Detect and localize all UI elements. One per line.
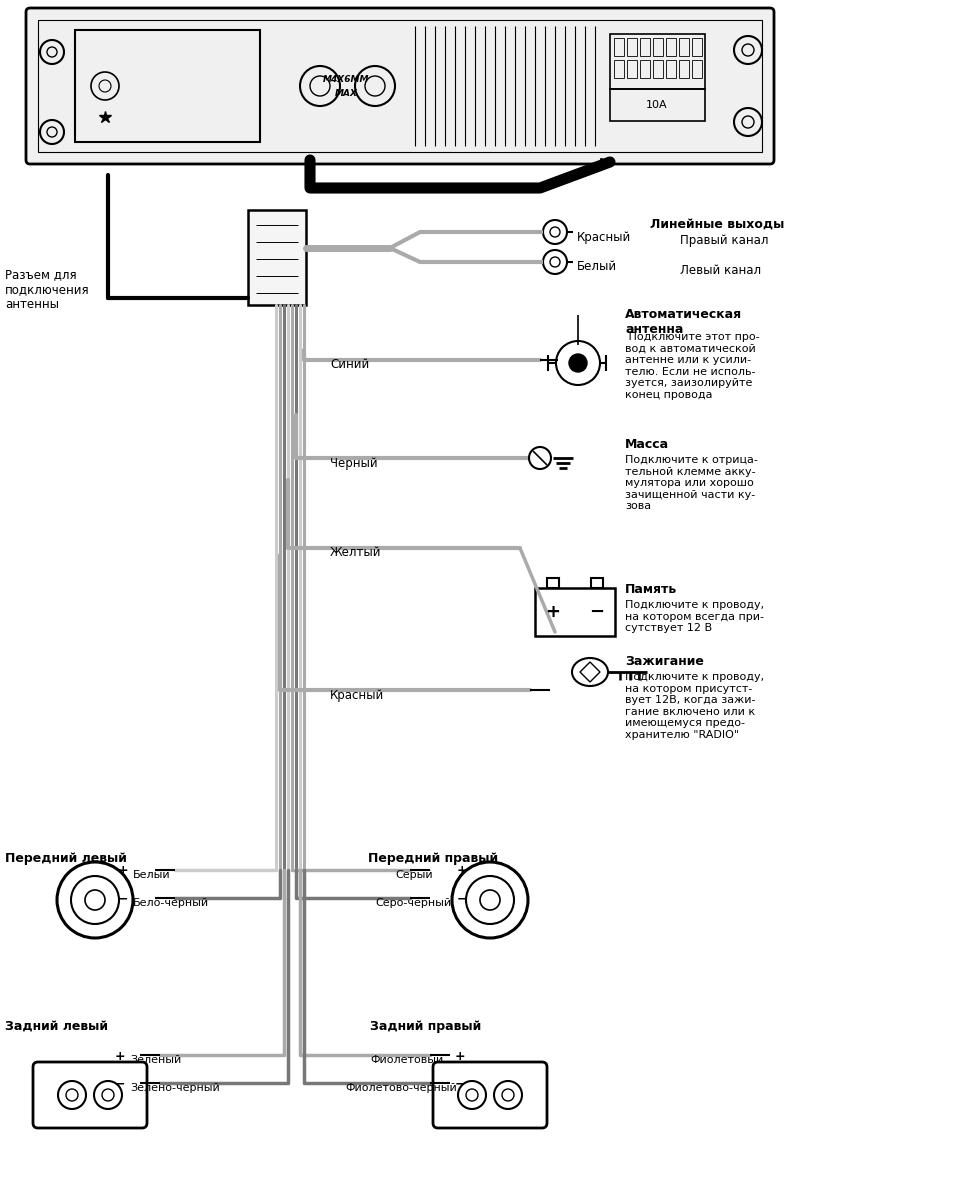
Bar: [666, 60, 676, 78]
Bar: [75, 30, 260, 142]
Text: −: −: [115, 1077, 125, 1090]
Bar: [640, 38, 650, 56]
Bar: [38, 20, 762, 151]
Text: −: −: [455, 1077, 466, 1090]
Text: Желтый: Желтый: [330, 547, 382, 559]
Text: Память: Память: [625, 583, 678, 596]
Bar: [679, 60, 689, 78]
Bar: [610, 89, 705, 121]
Bar: [614, 60, 624, 78]
Text: −: −: [589, 603, 604, 621]
Text: −: −: [457, 893, 468, 905]
Text: Передний левый: Передний левый: [5, 852, 127, 865]
Bar: [653, 60, 663, 78]
Text: +: +: [118, 864, 128, 877]
Text: Черный: Черный: [330, 457, 378, 470]
Text: Белый: Белый: [577, 261, 617, 274]
Circle shape: [569, 355, 587, 371]
Text: Подключите к отрица-
тельной клемме акку-
мулятора или хорошо
зачищенной части к: Подключите к отрица- тельной клемме акку…: [625, 456, 758, 511]
Text: Разъем для
подключения
антенны: Разъем для подключения антенны: [5, 268, 90, 311]
Bar: [248, 210, 306, 305]
Text: Серый: Серый: [395, 870, 433, 880]
Text: Красный: Красный: [330, 689, 385, 702]
Text: Подключите к проводу,
на котором всегда при-
сутствует 12 В: Подключите к проводу, на котором всегда …: [625, 600, 764, 633]
Text: Правый канал: Правый канал: [680, 234, 768, 246]
Text: Фиолетово-черный: Фиолетово-черный: [345, 1083, 457, 1093]
Text: Зеленый: Зеленый: [130, 1055, 181, 1065]
Text: Синий: Синий: [330, 358, 369, 371]
Bar: [610, 34, 705, 89]
Bar: [692, 38, 702, 56]
Text: Бело-черный: Бело-черный: [133, 898, 209, 908]
Text: Белый: Белый: [133, 870, 171, 880]
Bar: [591, 578, 603, 588]
Text: Зелено-черный: Зелено-черный: [130, 1083, 220, 1093]
Text: Подключите этот про-
вод к автоматической
антенне или к усили-
телю. Если не исп: Подключите этот про- вод к автоматическо…: [625, 332, 760, 400]
Text: Задний правый: Задний правый: [370, 1020, 481, 1033]
Text: Левый канал: Левый канал: [680, 264, 762, 276]
Bar: [547, 578, 559, 588]
Bar: [666, 38, 676, 56]
Text: Масса: Масса: [625, 438, 669, 451]
Bar: [640, 60, 650, 78]
Bar: [692, 60, 702, 78]
Text: Линейные выходы: Линейные выходы: [650, 218, 785, 231]
Text: Задний левый: Задний левый: [5, 1020, 108, 1033]
Text: +: +: [455, 1049, 466, 1063]
Bar: [627, 60, 637, 78]
Text: Зажигание: Зажигание: [625, 655, 704, 668]
Text: Красный: Красный: [577, 231, 631, 244]
Bar: [614, 38, 624, 56]
FancyBboxPatch shape: [26, 8, 774, 163]
Text: M4X6MM: M4X6MM: [323, 76, 369, 84]
Text: MAX: MAX: [335, 89, 358, 99]
Text: Серо-черный: Серо-черный: [375, 898, 451, 908]
Text: Передний правый: Передний правый: [368, 852, 498, 865]
Bar: [679, 38, 689, 56]
Bar: [627, 38, 637, 56]
Text: +: +: [115, 1049, 125, 1063]
Text: 10A: 10A: [646, 100, 668, 111]
Text: Подключите к проводу,
на котором присутст-
вует 12В, когда зажи-
гание включено : Подключите к проводу, на котором присутс…: [625, 672, 764, 740]
Bar: [535, 588, 615, 636]
Text: +: +: [457, 864, 468, 877]
Text: Автоматическая
антенна: Автоматическая антенна: [625, 308, 742, 337]
Text: Фиолетовый: Фиолетовый: [370, 1055, 443, 1065]
Bar: [653, 38, 663, 56]
Text: +: +: [546, 603, 560, 621]
Text: −: −: [118, 893, 128, 905]
